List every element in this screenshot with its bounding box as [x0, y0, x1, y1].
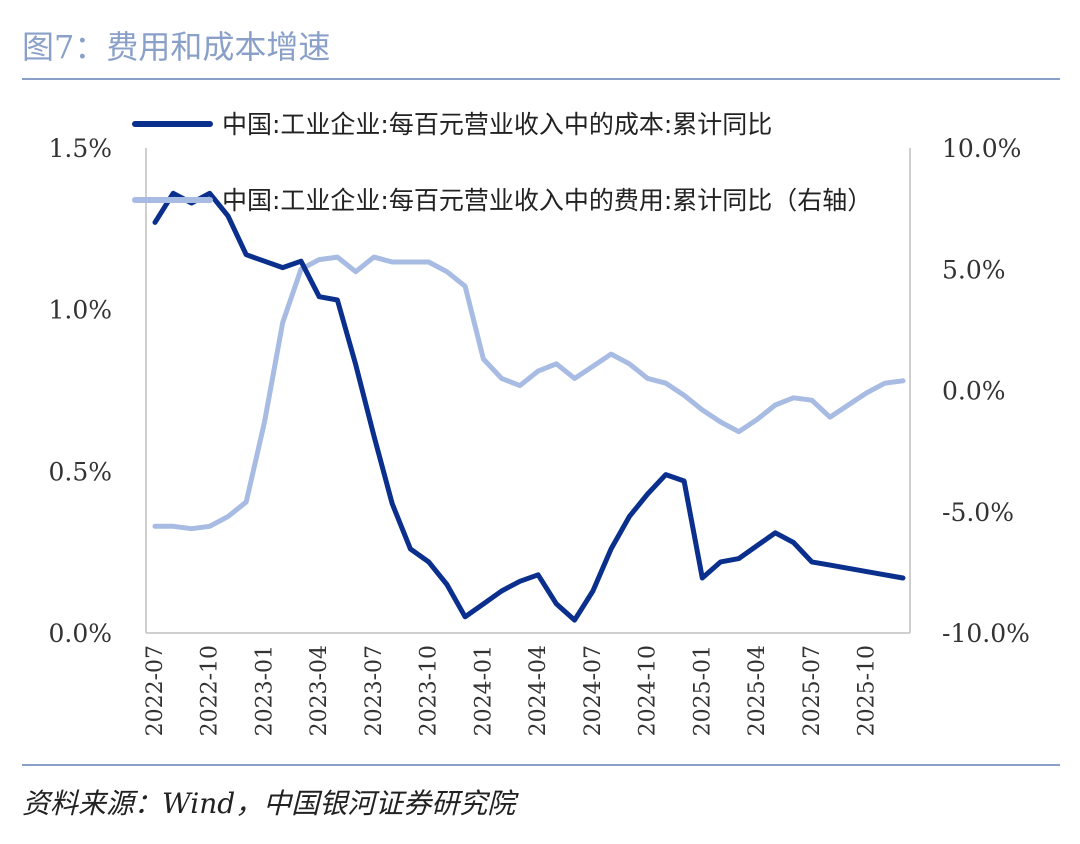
- x-tick-label: 2025-10: [855, 645, 880, 736]
- x-tick-label: 2024-07: [581, 645, 606, 736]
- x-tick-label: 2025-01: [690, 645, 715, 736]
- x-tick-label: 2024-04: [526, 645, 551, 736]
- y-left-tick-label: 0.5%: [48, 457, 112, 486]
- y-right-tick-label: -5.0%: [942, 498, 1014, 527]
- x-tick-label: 2024-10: [636, 645, 661, 736]
- x-tick-label: 2022-10: [198, 645, 223, 736]
- x-tick-label: 2023-04: [307, 645, 332, 736]
- chart-lines: [152, 190, 906, 623]
- x-tick-label: 2025-04: [745, 645, 770, 736]
- expense-series-line: [152, 254, 906, 532]
- x-tick-label: 2023-01: [252, 645, 277, 736]
- figure-title: 图7：费用和成本增速: [22, 28, 331, 66]
- y-right-tick-label: 5.0%: [942, 255, 1006, 284]
- top-rule: [22, 78, 1060, 80]
- x-tick-label: 2023-10: [417, 645, 442, 736]
- bottom-rule: [22, 764, 1060, 766]
- chart-legend: 中国:工业企业:每百元营业收入中的成本:累计同比中国:工业企业:每百元营业收入中…: [132, 110, 872, 215]
- x-tick-label: 2024-01: [471, 645, 496, 736]
- y-right-tick-label: -10.0%: [942, 619, 1030, 648]
- cost-series-line: [152, 190, 906, 623]
- y-right-tick-label: 0.0%: [942, 377, 1006, 406]
- legend-label-cost: 中国:工业企业:每百元营业收入中的成本:累计同比: [222, 110, 772, 139]
- y-left-tick-label: 1.5%: [48, 134, 112, 163]
- line-chart: 0.0% 0.5% 1.0% 1.5% -10.0% -5.0% 0.0% 5.0% 10.0%…: [48, 110, 1029, 736]
- chart-axes: 0.0% 0.5% 1.0% 1.5% -10.0% -5.0% 0.0% 5.0% 10.0%…: [48, 134, 1029, 736]
- x-tick-label: 2022-07: [143, 645, 168, 736]
- y-left-tick-label: 1.0%: [48, 296, 112, 325]
- y-right-tick-label: 10.0%: [942, 134, 1021, 163]
- source-note: 资料来源：Wind，中国银河证券研究院: [22, 787, 516, 820]
- x-tick-label: 2025-07: [800, 645, 825, 736]
- y-left-tick-label: 0.0%: [48, 619, 112, 648]
- legend-label-expense: 中国:工业企业:每百元营业收入中的费用:累计同比（右轴）: [222, 186, 872, 215]
- x-tick-label: 2023-07: [362, 645, 387, 736]
